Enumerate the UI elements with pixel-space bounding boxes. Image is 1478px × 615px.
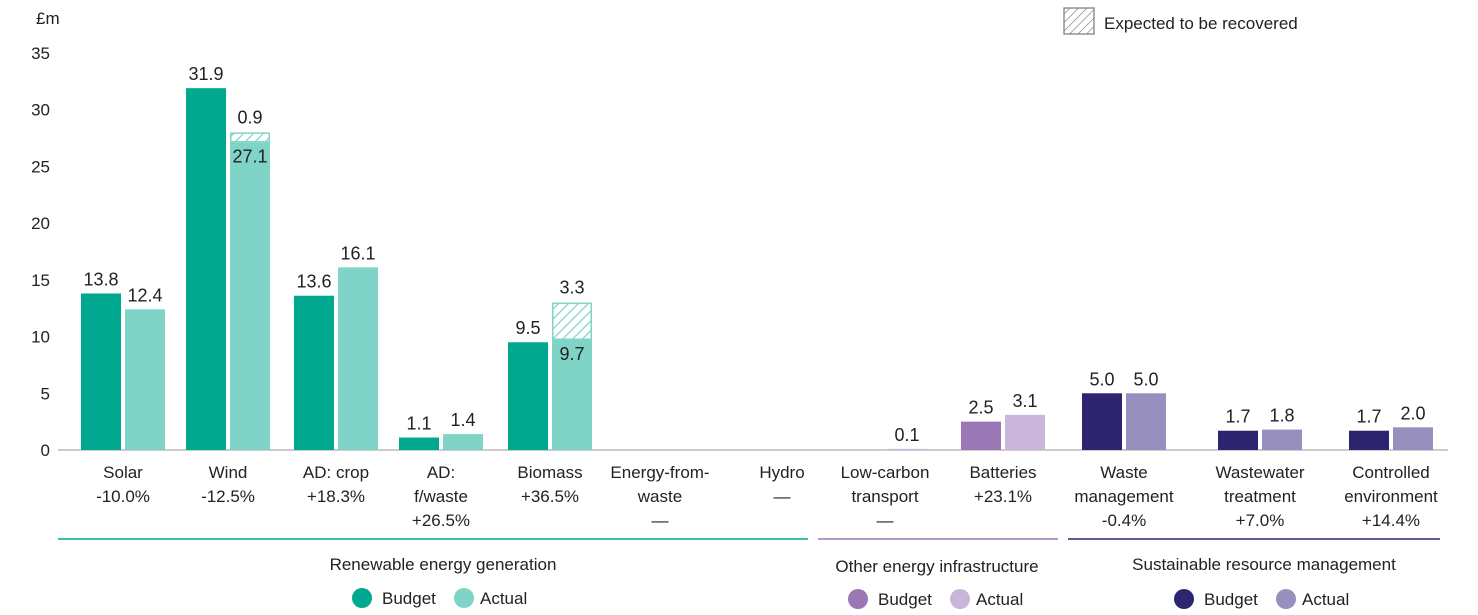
category-label: Solar: [103, 463, 143, 482]
category-label: -0.4%: [1102, 511, 1146, 530]
category-label: Controlled: [1352, 463, 1430, 482]
category-label: -10.0%: [96, 487, 150, 506]
y-unit-label: £m: [36, 9, 60, 28]
bar-budget: [961, 421, 1001, 450]
budget-value-label: 13.8: [83, 269, 118, 289]
actual-value-label: 1.8: [1269, 406, 1294, 426]
category-label: Biomass: [517, 463, 582, 482]
legend-budget-label: Budget: [382, 589, 436, 608]
hatch-legend-label: Expected to be recovered: [1104, 14, 1298, 33]
category-label: —: [652, 511, 669, 530]
bar-actual: [443, 434, 483, 450]
bar-budget: [508, 342, 548, 450]
bar-actual: [125, 309, 165, 450]
budget-value-label: 9.5: [515, 318, 540, 338]
category-label: Waste: [1100, 463, 1148, 482]
category-label: Low-carbon: [841, 463, 930, 482]
bar-recovered: [552, 302, 592, 340]
bar-actual: [1126, 393, 1166, 450]
category-label: Energy-from-: [610, 463, 709, 482]
category-label: treatment: [1224, 487, 1296, 506]
bar-actual: [338, 267, 378, 450]
actual-value-label: 1.4: [450, 410, 475, 430]
category-label: f/waste: [414, 487, 468, 506]
group-name: Other energy infrastructure: [835, 557, 1038, 576]
bar-budget: [1349, 430, 1389, 450]
bar-actual: [230, 142, 270, 450]
bar-budget: [1082, 393, 1122, 450]
actual-value-label: 9.7: [559, 344, 584, 364]
category-label: Hydro: [759, 463, 804, 482]
actual-value-label: 3.1: [1012, 391, 1037, 411]
legend-actual-swatch: [1276, 589, 1296, 609]
legend-actual-swatch: [950, 589, 970, 609]
legend-budget-swatch: [352, 588, 372, 608]
category-label: waste: [637, 487, 682, 506]
bar-actual: [1005, 414, 1045, 450]
legend-budget-swatch: [848, 589, 868, 609]
y-tick-label: 5: [41, 384, 50, 403]
category-label: +14.4%: [1362, 511, 1420, 530]
actual-value-label: 16.1: [340, 243, 375, 263]
category-label: Wastewater: [1215, 463, 1304, 482]
recovered-value-label: 0.9: [237, 107, 262, 127]
category-label: environment: [1344, 487, 1438, 506]
category-label: +36.5%: [521, 487, 579, 506]
category-label: Wind: [209, 463, 248, 482]
hatch-legend-swatch: [1063, 7, 1095, 35]
y-tick-label: 10: [31, 328, 50, 347]
legend-budget-label: Budget: [1204, 590, 1258, 609]
bar-budget: [81, 293, 121, 450]
bar-budget: [186, 88, 226, 451]
budget-value-label: 1.7: [1356, 407, 1381, 427]
category-label: +26.5%: [412, 511, 470, 530]
actual-value-label: 27.1: [232, 147, 267, 167]
y-tick-label: 0: [41, 441, 50, 460]
legend-actual-label: Actual: [1302, 590, 1349, 609]
y-tick-label: 20: [31, 214, 50, 233]
category-label: management: [1074, 487, 1174, 506]
actual-value-label: 5.0: [1133, 369, 1158, 389]
category-label: -12.5%: [201, 487, 255, 506]
legend-actual-swatch: [454, 588, 474, 608]
bar-budget: [1218, 430, 1258, 450]
category-label: +23.1%: [974, 487, 1032, 506]
category-label: +18.3%: [307, 487, 365, 506]
bar-budget: [294, 295, 334, 450]
category-label: AD:: [427, 463, 455, 482]
bar-actual: [1262, 429, 1302, 450]
category-label: AD: crop: [303, 463, 369, 482]
category-label: —: [774, 487, 791, 506]
group-name: Sustainable resource management: [1132, 555, 1396, 574]
bar-recovered: [230, 132, 270, 143]
legend-budget-swatch: [1174, 589, 1194, 609]
bar-budget: [399, 437, 439, 450]
bar-actual: [1393, 427, 1433, 450]
actual-value-label: 0.1: [894, 425, 919, 445]
y-tick-label: 25: [31, 157, 50, 176]
bar-actual: [552, 339, 592, 450]
budget-value-label: 5.0: [1089, 369, 1114, 389]
group-name: Renewable energy generation: [330, 555, 557, 574]
category-label: +7.0%: [1236, 511, 1285, 530]
legend-budget-label: Budget: [878, 590, 932, 609]
legend-actual-label: Actual: [976, 590, 1023, 609]
legend-actual-label: Actual: [480, 589, 527, 608]
y-tick-label: 30: [31, 101, 50, 120]
actual-value-label: 12.4: [127, 285, 162, 305]
budget-value-label: 13.6: [296, 272, 331, 292]
budget-value-label: 1.7: [1225, 407, 1250, 427]
actual-value-label: 2.0: [1400, 403, 1425, 423]
category-label: —: [877, 511, 894, 530]
recovered-value-label: 3.3: [559, 278, 584, 298]
bar-actual: [887, 448, 927, 450]
category-label: Batteries: [969, 463, 1036, 482]
budget-value-label: 2.5: [968, 398, 993, 418]
y-tick-label: 35: [31, 44, 50, 63]
budget-value-label: 31.9: [188, 64, 223, 84]
y-tick-label: 15: [31, 271, 50, 290]
category-label: transport: [851, 487, 918, 506]
budget-value-label: 1.1: [406, 414, 431, 434]
